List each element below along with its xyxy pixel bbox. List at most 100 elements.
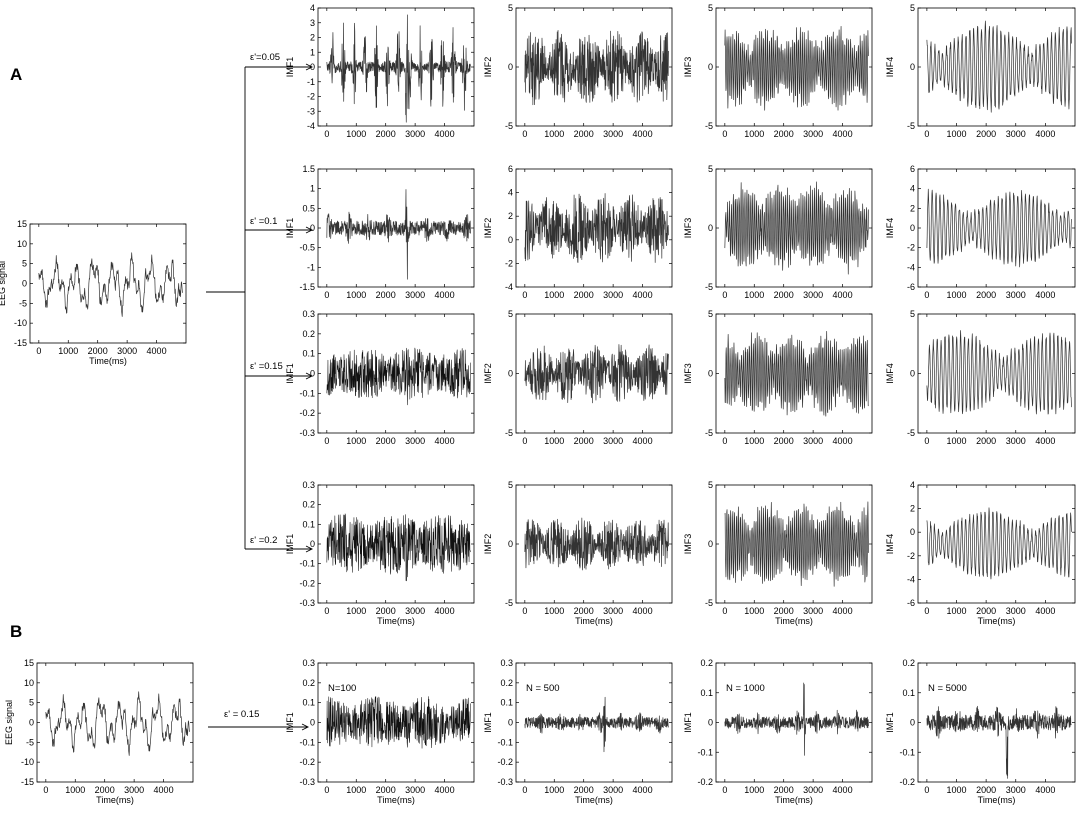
x-tick-label: 1000 [946, 129, 966, 139]
y-tick-label: -5 [705, 121, 713, 131]
y-axis-label: IMF1 [285, 218, 295, 239]
y-tick-label: 5 [910, 3, 915, 13]
signal-trace [724, 682, 869, 756]
y-tick-label: 0 [508, 539, 513, 549]
y-tick-label: 0 [910, 62, 915, 72]
y-tick-label: -15 [14, 338, 27, 348]
connector-lines [206, 63, 314, 731]
y-tick-label: -6 [907, 598, 915, 608]
y-axis-label: IMF4 [885, 57, 895, 78]
signal-trace [326, 513, 471, 582]
plot-A-r3-imf1: 0 1000 2000 3000 4000 -0.3 -0.2 -0.1 0 0.1 0.2 0.3 I… [285, 309, 475, 446]
signal-trace [524, 30, 669, 106]
y-tick-label: -0.1 [497, 737, 513, 747]
ensemble-size-label: N = 500 [526, 683, 560, 694]
y-tick-label: -5 [907, 121, 915, 131]
y-tick-label: 1.5 [302, 164, 315, 174]
signal-trace [926, 20, 1072, 113]
y-tick-label: -0.1 [697, 747, 713, 757]
x-tick-label: 1000 [346, 129, 366, 139]
x-tick-label: 4000 [633, 129, 653, 139]
x-tick-label: 3000 [405, 606, 425, 616]
signal-trace [926, 330, 1072, 415]
x-tick-label: 3000 [1006, 129, 1026, 139]
x-tick-label: 2000 [976, 785, 996, 795]
x-tick-label: 1000 [744, 290, 764, 300]
plot-frame [917, 168, 1076, 288]
x-tick-label: 0 [722, 290, 727, 300]
y-tick-label: -2 [907, 243, 915, 253]
x-axis-label: Time(ms) [575, 616, 613, 626]
x-tick-label: 0 [722, 129, 727, 139]
y-tick-label: -2 [907, 551, 915, 561]
x-tick-label: 0 [522, 290, 527, 300]
y-tick-label: -2 [307, 92, 315, 102]
x-tick-label: 3000 [124, 785, 144, 795]
ensemble-size-label: N = 1000 [726, 683, 765, 694]
y-tick-label: -5 [705, 282, 713, 292]
y-axis-label: IMF4 [885, 534, 895, 555]
y-axis-label: IMF3 [683, 534, 693, 555]
x-tick-label: 3000 [803, 290, 823, 300]
y-tick-label: 0.2 [700, 658, 713, 668]
y-tick-label: 0.2 [302, 678, 315, 688]
x-tick-label: 1000 [544, 606, 564, 616]
x-tick-label: 0 [43, 785, 48, 795]
x-tick-label: 2000 [774, 436, 794, 446]
y-tick-label: 0 [310, 718, 315, 728]
y-tick-label: -0.5 [299, 243, 315, 253]
y-tick-label: 0 [508, 369, 513, 379]
y-axis-label: IMF2 [483, 534, 493, 555]
y-tick-label: -6 [907, 282, 915, 292]
y-tick-label: 0 [910, 527, 915, 537]
y-tick-label: -1.5 [299, 282, 315, 292]
x-tick-label: 2000 [376, 785, 396, 795]
y-tick-label: -0.1 [899, 747, 915, 757]
plot-A-r1-imf3: 0 1000 2000 3000 4000 -5 0 5 IMF3 [683, 3, 873, 139]
x-tick-label: 2000 [976, 606, 996, 616]
x-tick-label: 0 [722, 785, 727, 795]
plot-A-r1-imf4: 0 1000 2000 3000 4000 -5 0 5 IMF4 [885, 3, 1076, 139]
y-tick-label: -0.2 [299, 578, 315, 588]
x-tick-label: 4000 [633, 606, 653, 616]
plot-frame [29, 223, 187, 344]
y-axis-label: IMF1 [285, 363, 295, 384]
signal-trace [326, 189, 471, 280]
plot-A-r2-imf1: 0 1000 2000 3000 4000 -1.5 -1 -0.5 0 0.5 1 1.5 IMF1 [285, 164, 475, 300]
y-tick-label: 0.3 [302, 480, 315, 490]
x-tick-label: 3000 [603, 606, 623, 616]
y-axis-label: IMF1 [683, 712, 693, 733]
y-tick-label: -1 [307, 77, 315, 87]
branch-arrow-b-head [301, 723, 310, 731]
x-tick-label: 2000 [574, 129, 594, 139]
panel-letter-a: A [10, 65, 22, 84]
y-tick-label: 1 [310, 184, 315, 194]
plot-B-n5000: 0 1000 2000 3000 4000 -0.2 -0.1 0 0.1 0.2 IMF1 Time… [885, 658, 1076, 805]
x-tick-label: 1000 [544, 436, 564, 446]
plot-A-r3-imf2: 0 1000 2000 3000 4000 -5 0 5 IMF2 [483, 309, 673, 446]
y-tick-label: -10 [21, 757, 34, 767]
y-tick-label: -0.2 [299, 757, 315, 767]
x-tick-label: 4000 [1035, 785, 1055, 795]
y-axis-label: IMF3 [683, 363, 693, 384]
x-tick-label: 4000 [1035, 290, 1055, 300]
y-tick-label: 4 [910, 480, 915, 490]
y-tick-label: -4 [505, 282, 513, 292]
y-tick-label: 0 [508, 718, 513, 728]
x-tick-label: 1000 [58, 346, 78, 356]
x-axis-label: Time(ms) [775, 795, 813, 805]
x-tick-label: 3000 [405, 785, 425, 795]
y-tick-label: 4 [910, 184, 915, 194]
signal-trace [724, 501, 869, 587]
y-axis-label: IMF2 [483, 218, 493, 239]
y-tick-label: -0.3 [497, 777, 513, 787]
y-tick-label: 0 [708, 369, 713, 379]
y-tick-label: 0.3 [500, 658, 513, 668]
epsilon-label-row-2: ε' =0.1 [250, 216, 277, 227]
y-tick-label: 0 [310, 223, 315, 233]
signal-trace [724, 25, 869, 111]
x-tick-label: 3000 [1006, 436, 1026, 446]
y-tick-label: 15 [24, 658, 34, 668]
